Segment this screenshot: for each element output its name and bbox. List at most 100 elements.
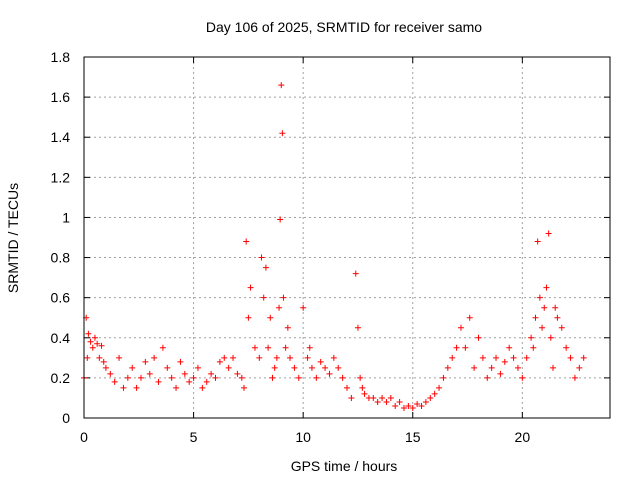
data-point [488,364,495,371]
data-point [304,354,311,361]
data-point [348,394,355,401]
data-point [547,334,554,341]
data-point [225,364,232,371]
data-point [262,264,269,271]
data-point [258,254,265,261]
data-point [462,344,469,351]
data-point [387,394,394,401]
data-point [405,402,412,409]
data-point [530,344,537,351]
data-point [256,354,263,361]
data-point [276,304,283,311]
y-tick-label: 0.4 [51,330,71,346]
data-point [497,370,504,377]
data-point [409,404,416,411]
data-point [510,354,517,361]
data-point [199,384,206,391]
data-point [422,398,429,405]
data-point [339,374,346,381]
y-axis: 0 0.2 0.4 0.6 0.8 1 1.2 1.4 1.6 1.8 [51,49,610,426]
y-tick-label: 0.2 [51,370,71,386]
data-point [221,354,228,361]
data-point [379,394,386,401]
data-point [124,374,131,381]
data-point [400,404,407,411]
data-point [212,374,219,381]
y-tick-label: 0.8 [51,250,71,266]
data-point [96,354,103,361]
data-point [444,364,451,371]
data-point [142,358,149,365]
data-point [322,364,329,371]
data-point [265,344,272,351]
data-point [273,354,280,361]
data-point [479,354,486,361]
data-point [230,354,237,361]
data-point [247,284,254,291]
data-point [111,378,118,385]
y-tick-label: 1.4 [51,129,71,145]
data-point [383,398,390,405]
data-point [100,358,107,365]
data-point [552,304,559,311]
data-point [436,384,443,391]
y-axis-label: SRMTID / TECUs [5,183,21,293]
data-point [523,354,530,361]
data-point [554,314,561,321]
data-point [146,370,153,377]
data-point [352,270,359,277]
data-point [280,294,287,301]
data-point [418,402,425,409]
data-point [506,344,513,351]
x-axis-label: GPS time / hours [291,458,398,474]
data-point [94,340,101,347]
data-point [137,374,144,381]
data-point [357,374,364,381]
data-point [427,394,434,401]
data-point [313,374,320,381]
data-point [260,294,267,301]
data-points [81,82,587,411]
x-tick-label: 5 [190,429,198,445]
data-point [466,314,473,321]
data-point [251,344,258,351]
data-point [541,304,548,311]
chart-title: Day 106 of 2025, SRMTID for receiver sam… [206,19,482,35]
data-point [173,384,180,391]
data-point [457,324,464,331]
data-point [164,364,171,371]
data-point [87,338,94,345]
data-point [534,238,541,245]
data-point [98,342,105,349]
y-tick-label: 1 [62,209,70,225]
data-point [243,238,250,245]
data-point [306,344,313,351]
data-point [453,344,460,351]
x-tick-label: 10 [295,429,311,445]
data-point [396,398,403,405]
data-point [287,354,294,361]
x-axis: 0 5 10 15 20 [80,57,530,445]
data-point [545,230,552,237]
data-point [361,390,368,397]
data-point [159,344,166,351]
data-point [291,364,298,371]
data-point [177,358,184,365]
x-tick-label: 0 [80,429,88,445]
data-point [181,370,188,377]
y-tick-label: 1.2 [51,169,71,185]
data-point [240,384,247,391]
data-point [431,390,438,397]
data-point [238,374,245,381]
data-point [475,334,482,341]
data-point [89,344,96,351]
data-point [91,334,98,341]
data-point [558,324,565,331]
data-point [330,354,337,361]
data-point [550,364,557,371]
data-point [344,384,350,391]
data-point [216,358,223,365]
data-point [102,364,109,371]
